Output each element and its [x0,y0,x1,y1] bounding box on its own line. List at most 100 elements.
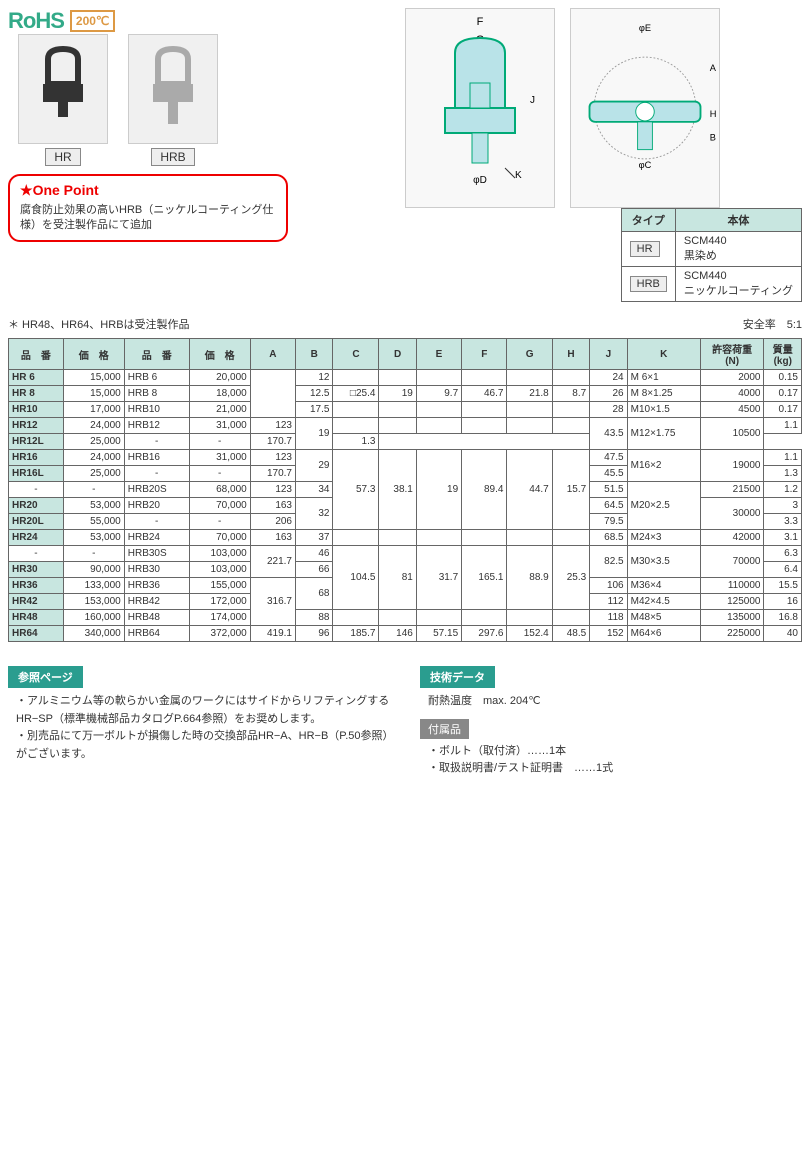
table-header: H [552,339,589,370]
table-cell: - [124,514,189,530]
table-cell: 10500 [700,418,764,450]
table-cell: 96 [296,626,333,642]
table-cell: 3.3 [764,514,802,530]
table-cell: 172,000 [189,594,250,610]
table-cell: 90,000 [63,562,124,578]
table-cell: HR10 [9,402,64,418]
svg-text:B: B [710,132,716,142]
table-cell: M10×1.5 [627,402,700,418]
diagram-front: F G φD K J [405,8,555,208]
table-row: --HRB30S103,000221.746104.58131.7165.188… [9,546,802,562]
table-cell: 37 [296,530,333,546]
table-cell: 165.1 [462,546,507,610]
table-cell [507,530,552,546]
table-cell: 19000 [700,450,764,482]
table-cell: 21500 [700,482,764,498]
table-cell: 1.3 [333,434,379,450]
table-cell: 55,000 [63,514,124,530]
table-cell: 146 [379,626,416,642]
table-cell: 19 [296,418,333,450]
product-hr: HR [18,34,108,166]
table-cell: M20×2.5 [627,482,700,530]
table-cell: 4000 [700,386,764,402]
table-cell: HR64 [9,626,64,642]
spec-table: 品 番価 格品 番価 格ABCDEFGHJK許容荷重 (N)質量 (kg) HR… [8,338,802,642]
svg-text:K: K [515,170,522,181]
table-cell: 40 [764,626,802,642]
table-cell: 24,000 [63,418,124,434]
table-cell: HR36 [9,578,64,594]
table-cell: - [189,514,250,530]
table-row: HR64340,000HRB64372,000419.196185.714657… [9,626,802,642]
table-cell: 16.8 [764,610,802,626]
table-cell: 53,000 [63,530,124,546]
table-cell: M 8×1.25 [627,386,700,402]
table-cell [462,402,507,418]
table-cell: 174,000 [189,610,250,626]
table-cell: 15.5 [764,578,802,594]
table-cell: HRB 6 [124,370,189,386]
table-cell: 53,000 [63,498,124,514]
table-cell: 125000 [700,594,764,610]
table-cell [462,610,507,626]
product-hr-image [18,34,108,144]
table-cell [552,370,589,386]
table-cell: HRB36 [124,578,189,594]
table-cell: - [9,546,64,562]
table-cell: 1.1 [764,418,802,434]
table-cell: - [9,482,64,498]
table-row: HR 815,000HRB 818,00012.5□25.4199.746.72… [9,386,802,402]
table-cell [416,418,461,434]
table-cell: 16 [764,594,802,610]
one-point-title: One Point [33,182,99,198]
table-cell: 29 [296,450,333,482]
accessories-text1: ・ボルト（取付済）……1本 [420,743,802,761]
table-cell: 15.7 [552,450,589,530]
table-cell: 1.3 [764,466,802,482]
table-cell: M48×5 [627,610,700,626]
table-cell: 25.3 [552,546,589,610]
ref-page-text1: ・アルミニウム等の軟らかい金属のワークにはサイドからリフティングするHR−SP（… [8,693,390,728]
material-type-hrb: HRB [630,276,667,292]
table-cell: 225000 [700,626,764,642]
table-cell: 79.5 [590,514,627,530]
table-cell: 21,000 [189,402,250,418]
table-cell: M24×3 [627,530,700,546]
table-cell: HRB30 [124,562,189,578]
table-cell: 340,000 [63,626,124,642]
table-cell: - [189,434,250,450]
table-cell: HRB10 [124,402,189,418]
table-cell: 123 [250,450,295,466]
table-cell: HRB48 [124,610,189,626]
table-cell: 47.5 [590,450,627,466]
table-row: HR1624,000HRB1631,0001232957.338.11989.4… [9,450,802,466]
table-cell [250,370,295,418]
table-cell: 12.5 [296,386,333,402]
table-cell: 112 [590,594,627,610]
one-point-text: 腐食防止効果の高いHRB（ニッケルコーティング仕様）を受注製作品にて追加 [20,203,276,234]
table-header: D [379,339,416,370]
material-header-type: タイプ [621,209,675,232]
material-header-body: 本体 [675,209,801,232]
table-cell [379,402,416,418]
svg-text:H: H [710,109,717,119]
table-cell: 103,000 [189,562,250,578]
table-cell [462,370,507,386]
table-cell: 28 [590,402,627,418]
table-cell [507,402,552,418]
table-header: C [333,339,379,370]
table-cell: 110000 [700,578,764,594]
table-cell: HR20L [9,514,64,530]
table-cell: HR30 [9,562,64,578]
table-cell: 9.7 [416,386,461,402]
table-header: J [590,339,627,370]
table-cell: M30×3.5 [627,546,700,578]
diagram-side: φE φC A H B [570,8,720,208]
table-cell: 163 [250,498,295,514]
product-hr-label: HR [45,148,80,166]
table-cell: 57.3 [333,450,379,530]
table-cell: 26 [590,386,627,402]
table-header: K [627,339,700,370]
material-table: タイプ本体 HRSCM440 黒染め HRBSCM440 ニッケルコーティング [621,208,802,302]
table-cell: 46 [296,546,333,562]
